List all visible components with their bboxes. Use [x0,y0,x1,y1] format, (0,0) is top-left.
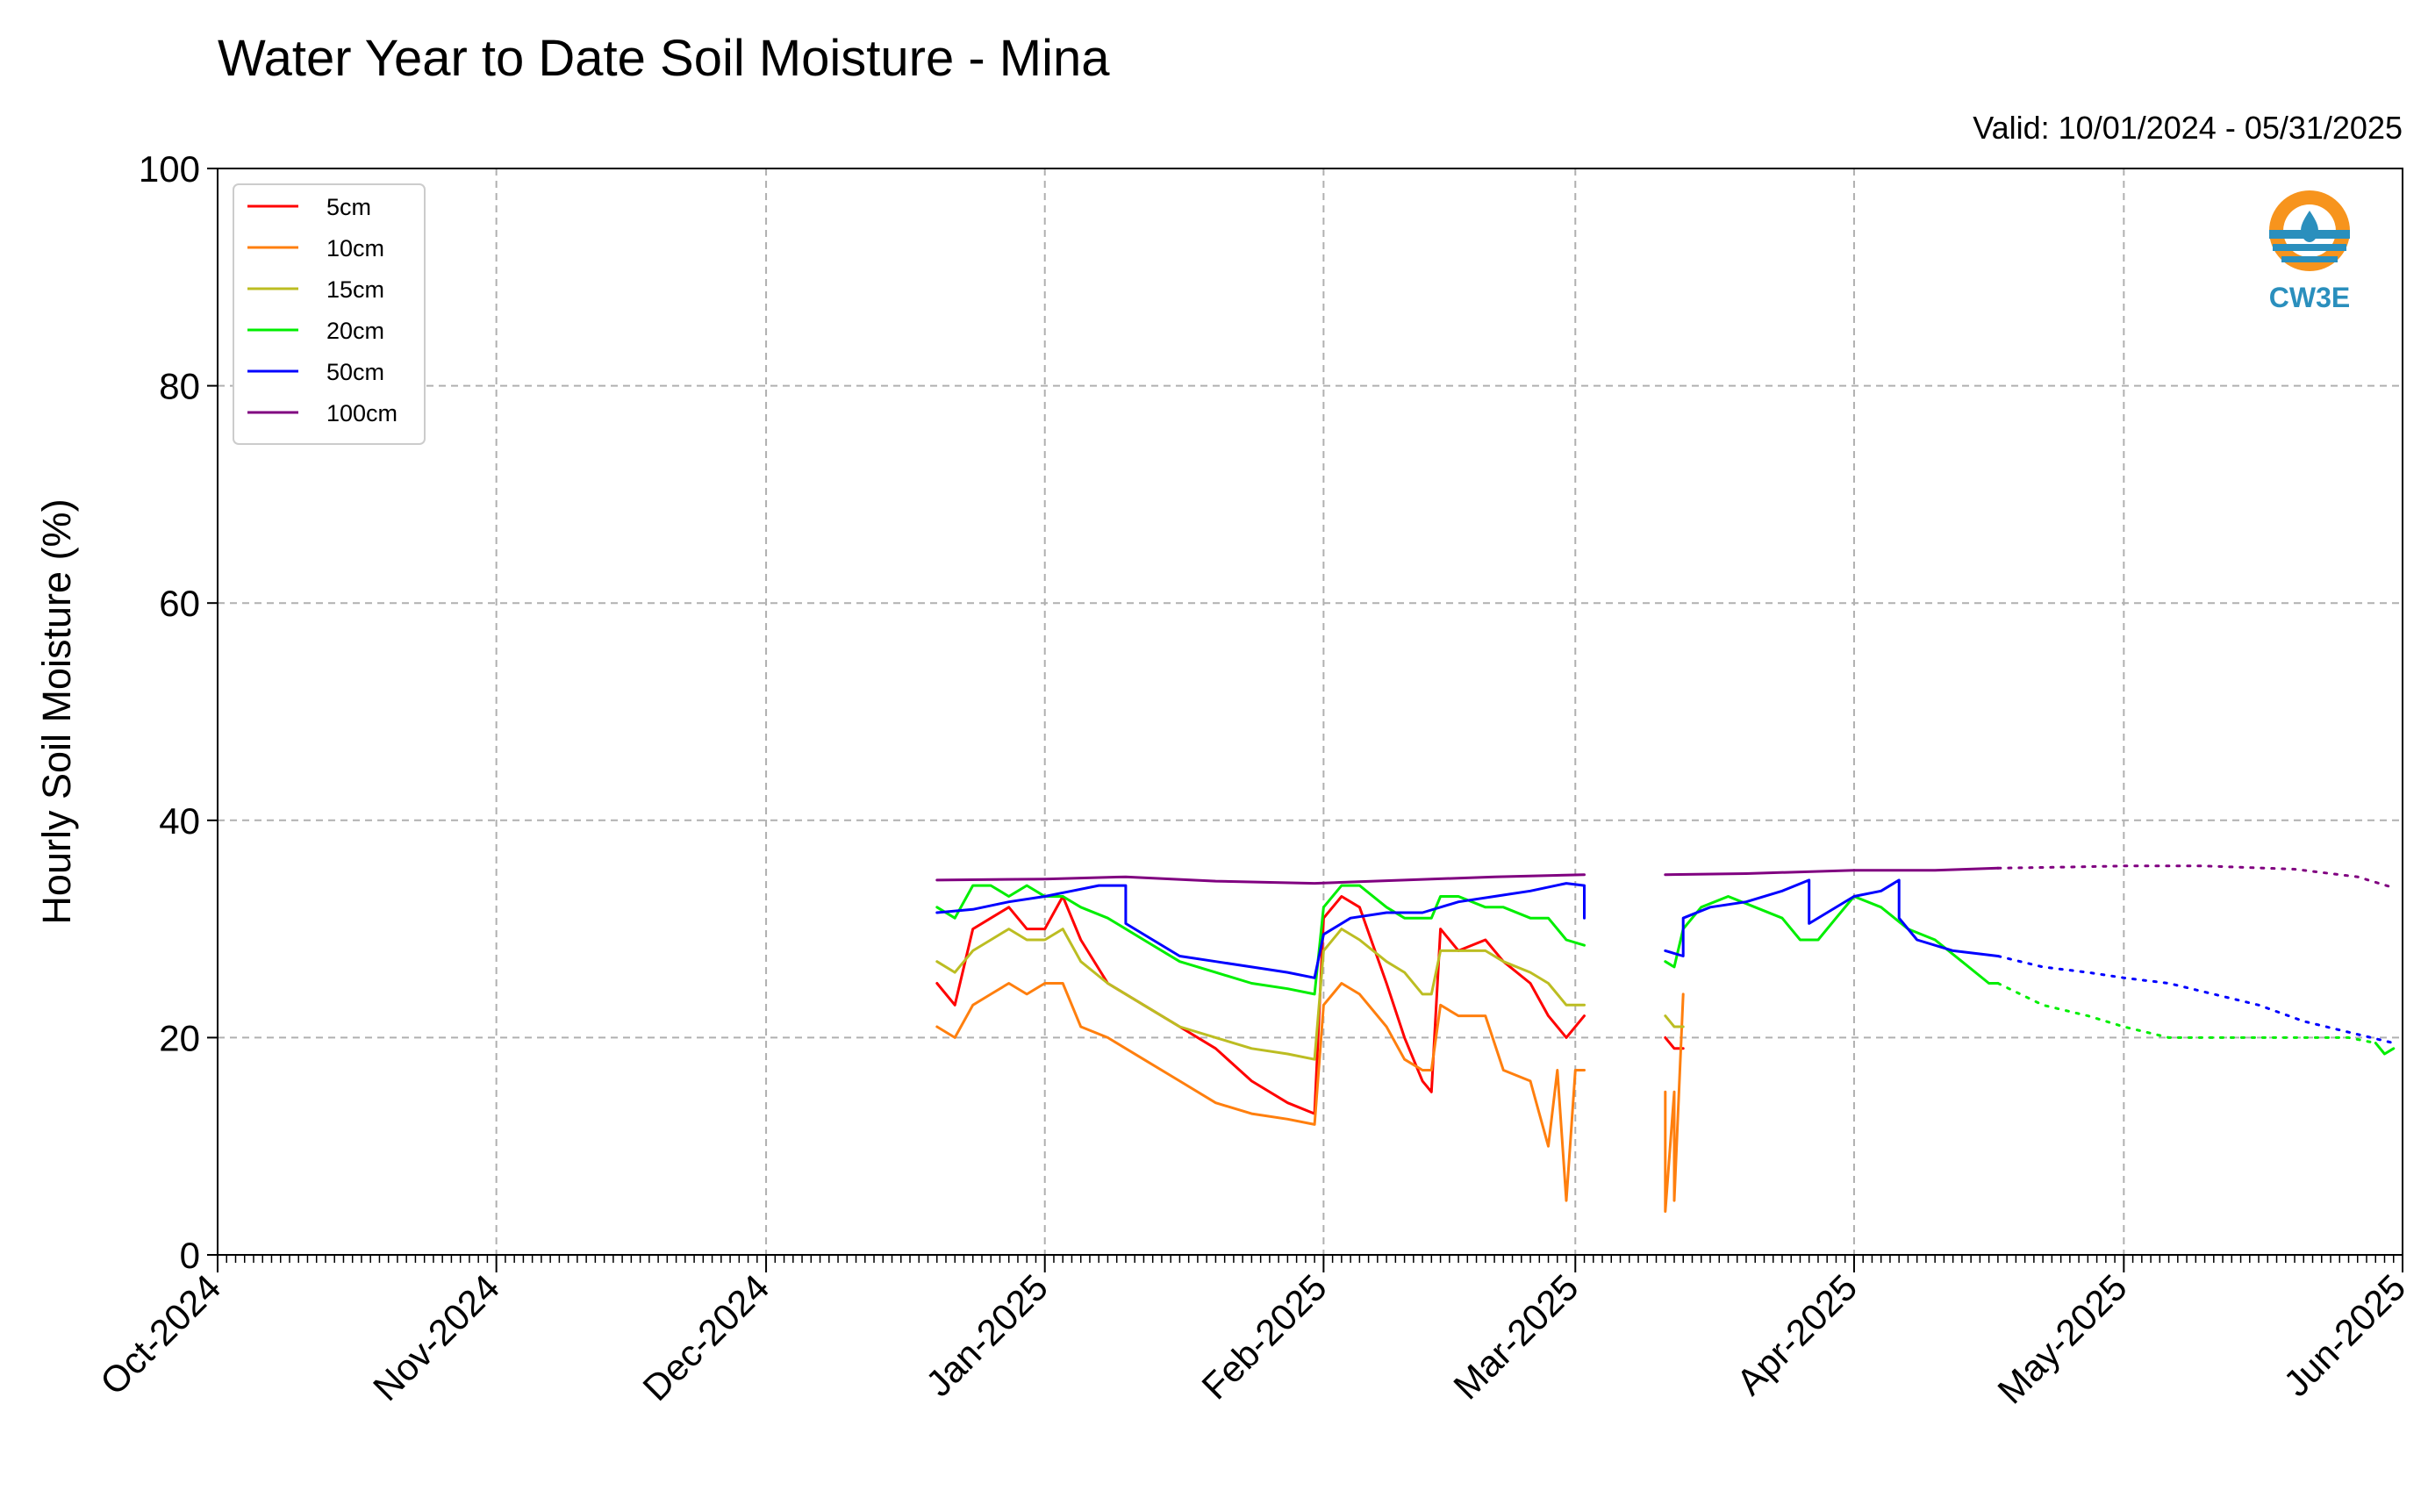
y-tick-label: 100 [139,148,200,190]
logo-drop-icon [2301,211,2318,242]
series-line-20cm [935,884,1586,996]
legend-label-50cm: 50cm [326,359,384,385]
series-line-50cm [935,882,1586,979]
legend: 5cm 10cm 15cm 20cm 50cm 100cm [233,183,426,445]
series-line-20cm [1996,982,2377,1045]
series-line-15cm [935,928,1586,1061]
legend-label-100cm: 100cm [326,400,398,426]
series-line-100cm [935,873,1586,885]
series-line-100cm [1664,866,2000,877]
grid-lines [218,168,2403,1255]
legend-label-5cm: 5cm [326,194,371,220]
x-tick-label: Apr-2025 [1729,1266,1865,1402]
x-tick-label: Mar-2025 [1445,1266,1586,1407]
chart-title: Water Year to Date Soil Moisture - Mina [218,30,1110,87]
series-line-10cm [935,982,1586,1202]
y-tick-label: 40 [159,800,200,842]
series-group [935,864,2396,1213]
y-tick-label: 60 [159,583,200,624]
series-line-5cm [935,895,1586,1115]
x-tick-label: Jan-2025 [918,1266,1056,1404]
logo-wave-icon [2281,256,2338,262]
x-tick-label: May-2025 [1989,1266,2134,1411]
x-tick-label: Dec-2024 [634,1266,777,1408]
y-axis-label: Hourly Soil Moisture (%) [34,498,79,924]
legend-label-20cm: 20cm [326,318,384,344]
series-line-100cm [1996,864,2396,890]
plot-frame [217,168,2403,1256]
series-line-10cm [1664,992,1685,1213]
y-tick-label: 20 [159,1017,200,1058]
cw3e-logo: CW3E [2269,190,2350,313]
series-line-50cm [1664,878,2000,957]
series-line-20cm [2374,1042,2396,1056]
legend-label-15cm: 15cm [326,276,384,303]
series-line-15cm [1664,1014,1685,1028]
x-tick-label: Nov-2024 [365,1266,507,1408]
y-axis: 0 20 40 60 80 100 [139,148,218,1276]
legend-label-10cm: 10cm [326,235,384,262]
x-tick-label: Oct-2024 [92,1266,228,1402]
logo-wave-icon [2273,244,2346,251]
y-tick-label: 80 [159,366,200,407]
chart-subtitle: Valid: 10/01/2024 - 05/31/2025 [1973,110,2403,146]
x-tick-label: Jun-2025 [2275,1266,2413,1404]
series-line-50cm [1996,955,2396,1045]
legend-box [233,183,426,445]
x-tick-label: Feb-2025 [1193,1266,1334,1407]
logo-text: CW3E [2269,282,2350,313]
y-tick-label: 0 [180,1235,200,1276]
x-axis: Oct-2024 Nov-2024 Dec-2024 Jan-2025 Feb-2025… [92,1255,2413,1411]
